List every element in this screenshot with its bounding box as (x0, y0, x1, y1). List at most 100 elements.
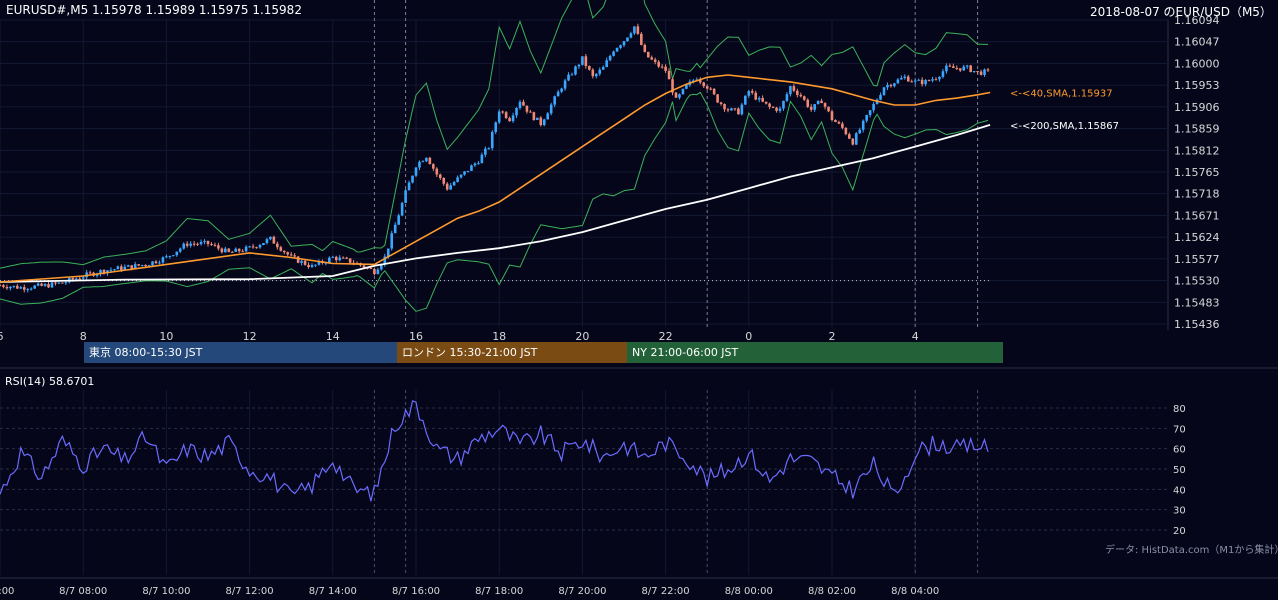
candle-down (806, 99, 810, 107)
candle-up (778, 108, 782, 111)
price-tick-label: 1.15436 (1174, 318, 1220, 331)
time-tick-label: 06:00 (0, 586, 14, 597)
candle-down (754, 92, 758, 100)
time-tick-label: 8/7 12:00 (226, 586, 274, 597)
candle-up (411, 175, 414, 183)
candle-up (314, 264, 317, 266)
candle-down (952, 66, 955, 68)
candle-down (958, 68, 962, 71)
candle-down (660, 66, 664, 68)
candle-down (841, 123, 844, 128)
rsi-tick-label: 50 (1173, 465, 1186, 476)
candle-down (588, 65, 591, 70)
candle-up (189, 243, 192, 246)
candle-up (931, 79, 934, 81)
candle-down (210, 243, 213, 245)
candle-up (861, 120, 865, 130)
candle-up (563, 80, 567, 89)
candle-up (74, 278, 78, 280)
candle-down (827, 106, 830, 112)
candle-up (393, 224, 397, 234)
candle-up (425, 157, 428, 162)
rsi-tick-label: 30 (1173, 506, 1186, 517)
time-tick-label: 8/7 14:00 (309, 586, 357, 597)
candle-down (296, 256, 300, 263)
candle-up (477, 163, 480, 165)
candle-up (300, 260, 303, 263)
candle-up (542, 119, 546, 126)
candle-down (771, 106, 775, 108)
candle-up (681, 88, 685, 95)
candle-down (796, 90, 799, 95)
candle-up (43, 284, 47, 286)
candle-up (147, 265, 151, 267)
candle-down (834, 120, 837, 123)
candle-down (272, 236, 276, 244)
candle-down (303, 260, 307, 265)
candle-down (591, 69, 595, 77)
candle-down (709, 88, 712, 90)
candle-down (969, 65, 972, 72)
candle-up (553, 96, 556, 105)
candle-down (230, 251, 234, 253)
candle-down (705, 86, 709, 89)
candle-down (185, 243, 189, 246)
candle-up (536, 117, 539, 121)
price-tick-label: 1.15953 (1174, 79, 1220, 92)
candle-up (151, 261, 154, 266)
candle-down (761, 98, 764, 102)
candle-up (452, 182, 456, 186)
candle-up (581, 56, 584, 65)
candle-up (730, 108, 733, 111)
candle-up (19, 287, 23, 289)
candle-up (397, 215, 400, 225)
candle-down (702, 82, 706, 87)
candle-down (0, 285, 2, 287)
candle-down (955, 67, 959, 69)
candle-up (33, 285, 36, 289)
candle-down (723, 104, 726, 110)
time-tick-label: 8/7 10:00 (142, 586, 190, 597)
candle-up (896, 79, 900, 84)
candle-up (57, 282, 61, 284)
price-tick-label: 1.15812 (1174, 144, 1220, 157)
candle-up (744, 95, 747, 105)
hour-tick-label: 18 (492, 330, 506, 343)
candle-down (764, 101, 768, 104)
candle-up (626, 37, 629, 42)
candle-down (71, 278, 75, 280)
candle-up (404, 190, 407, 203)
bollinger-lower (0, 91, 989, 312)
candle-up (886, 84, 889, 88)
candle-up (633, 26, 636, 34)
candle-down (522, 101, 525, 106)
candle-down (341, 257, 345, 259)
candle-down (820, 100, 823, 104)
candle-up (903, 76, 907, 79)
candle-down (130, 265, 134, 269)
candle-up (116, 266, 120, 270)
candle-up (109, 269, 113, 271)
candle-down (40, 283, 43, 286)
candle-down (144, 265, 147, 267)
candle-up (182, 243, 186, 249)
candle-down (844, 127, 848, 135)
candle-down (719, 102, 723, 105)
session-tokyo: 東京 08:00-15:30 JST (84, 342, 397, 363)
candle-up (328, 257, 331, 263)
data-source-note: データ: HistData.com（M1から集計） (1105, 545, 1278, 556)
candle-down (674, 92, 678, 98)
candle-up (518, 101, 522, 108)
candle-up (81, 277, 85, 279)
candle-up (893, 83, 896, 87)
candle-up (36, 283, 40, 286)
candle-down (726, 109, 730, 111)
candle-up (126, 265, 130, 267)
candle-up (789, 86, 792, 95)
candle-up (740, 104, 744, 115)
candle-up (619, 45, 622, 48)
candle-down (934, 79, 938, 81)
candle-down (851, 138, 855, 145)
candle-up (123, 266, 127, 271)
